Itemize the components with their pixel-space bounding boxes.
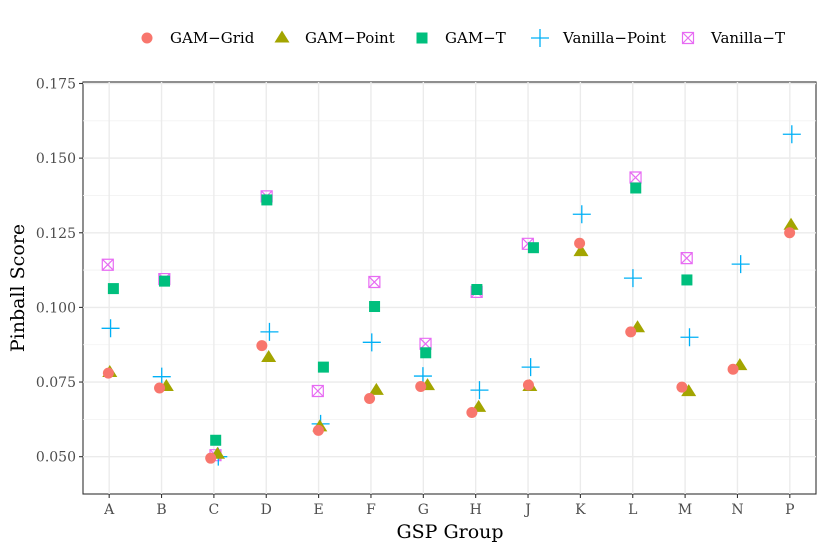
legend-key-vanilla-point (531, 29, 549, 47)
y-axis: 0.050 0.075 0.100 0.125 0.150 0.175 (36, 76, 83, 466)
x-tick-label: D (261, 502, 272, 518)
legend-label-gam-point: GAM−Point (305, 29, 395, 47)
point-gam-grid (102, 367, 114, 379)
legend-key-gam-grid (141, 32, 153, 44)
point-gam-grid (784, 227, 796, 239)
y-tick-label: 0.150 (36, 151, 76, 167)
point-vanilla-point (680, 328, 699, 347)
point-gam-t (261, 194, 273, 206)
point-gam-grid (154, 382, 166, 394)
x-tick-label: E (313, 502, 323, 518)
point-gam-t (527, 242, 539, 254)
point-vanilla-point (731, 255, 750, 274)
point-gam-t (471, 283, 483, 295)
point-gam-t (317, 361, 329, 373)
x-tick-label: G (418, 502, 429, 518)
x-tick-label: L (628, 502, 637, 518)
point-vanilla-point (572, 205, 591, 224)
y-tick-label: 0.175 (36, 76, 76, 92)
plot-panel (82, 81, 817, 495)
y-tick-label: 0.075 (36, 375, 76, 391)
point-gam-t (159, 275, 171, 287)
point-gam-point (573, 244, 589, 257)
point-gam-grid (574, 237, 586, 249)
point-gam-t (107, 283, 119, 295)
x-tick-label: B (156, 502, 166, 518)
point-gam-grid (625, 326, 637, 338)
point-gam-t (681, 274, 693, 286)
legend-label-gam-t: GAM−T (445, 29, 506, 47)
panel-border (82, 81, 817, 495)
point-gam-grid (312, 424, 324, 436)
point-vanilla-point (782, 125, 801, 144)
x-tick-label: H (470, 502, 482, 518)
point-gam-point (261, 350, 277, 363)
gridlines (83, 82, 816, 494)
legend-label-vanilla-t: Vanilla−T (710, 29, 785, 47)
legend-label-gam-grid: GAM−Grid (170, 29, 255, 47)
y-tick-label: 0.125 (36, 226, 76, 242)
legend-key-gam-point (274, 30, 290, 43)
point-gam-grid (256, 340, 268, 352)
point-vanilla-point (260, 322, 279, 341)
y-tick-label: 0.100 (36, 300, 76, 316)
point-gam-grid (522, 379, 534, 391)
x-tick-label: C (209, 502, 220, 518)
point-vanilla-point (152, 367, 171, 386)
x-tick-label: F (366, 502, 376, 518)
x-tick-label: P (785, 502, 794, 518)
point-gam-t (630, 182, 642, 194)
point-gam-grid (727, 363, 739, 375)
x-tick-label: K (575, 502, 586, 518)
y-tick-label: 0.050 (36, 450, 76, 466)
point-gam-point (368, 382, 384, 395)
point-gam-grid (364, 392, 376, 404)
point-gam-grid (415, 381, 427, 393)
x-tick-label: A (103, 502, 115, 518)
legend-key-vanilla-t (681, 31, 695, 45)
y-axis-title: Pinball Score (7, 224, 29, 352)
x-tick-label: M (678, 502, 692, 518)
point-gam-grid (466, 406, 478, 418)
legend-key-gam-t (416, 32, 428, 44)
point-vanilla-point (623, 269, 642, 288)
point-vanilla-t (368, 275, 381, 289)
point-gam-grid (205, 452, 217, 464)
point-vanilla-t (101, 258, 114, 271)
data-points (101, 125, 801, 466)
point-gam-t (369, 301, 381, 313)
x-axis-title: GSP Group (396, 521, 503, 543)
x-tick-label: N (731, 502, 743, 518)
point-gam-grid (676, 381, 688, 393)
point-gam-t (210, 434, 222, 446)
legend: GAM−Grid GAM−Point GAM−T Vanilla−Point Vanil… (141, 29, 785, 47)
point-vanilla-t (680, 252, 693, 265)
x-tick-label: J (523, 502, 531, 518)
point-vanilla-point (101, 319, 120, 338)
point-vanilla-point (362, 333, 381, 352)
point-vanilla-point (470, 381, 489, 400)
point-gam-t (420, 347, 432, 359)
point-gam-point (681, 384, 697, 397)
point-vanilla-t (311, 384, 324, 398)
point-gam-point (783, 217, 799, 230)
legend-label-vanilla-point: Vanilla−Point (562, 29, 666, 47)
point-vanilla-point (521, 358, 540, 377)
